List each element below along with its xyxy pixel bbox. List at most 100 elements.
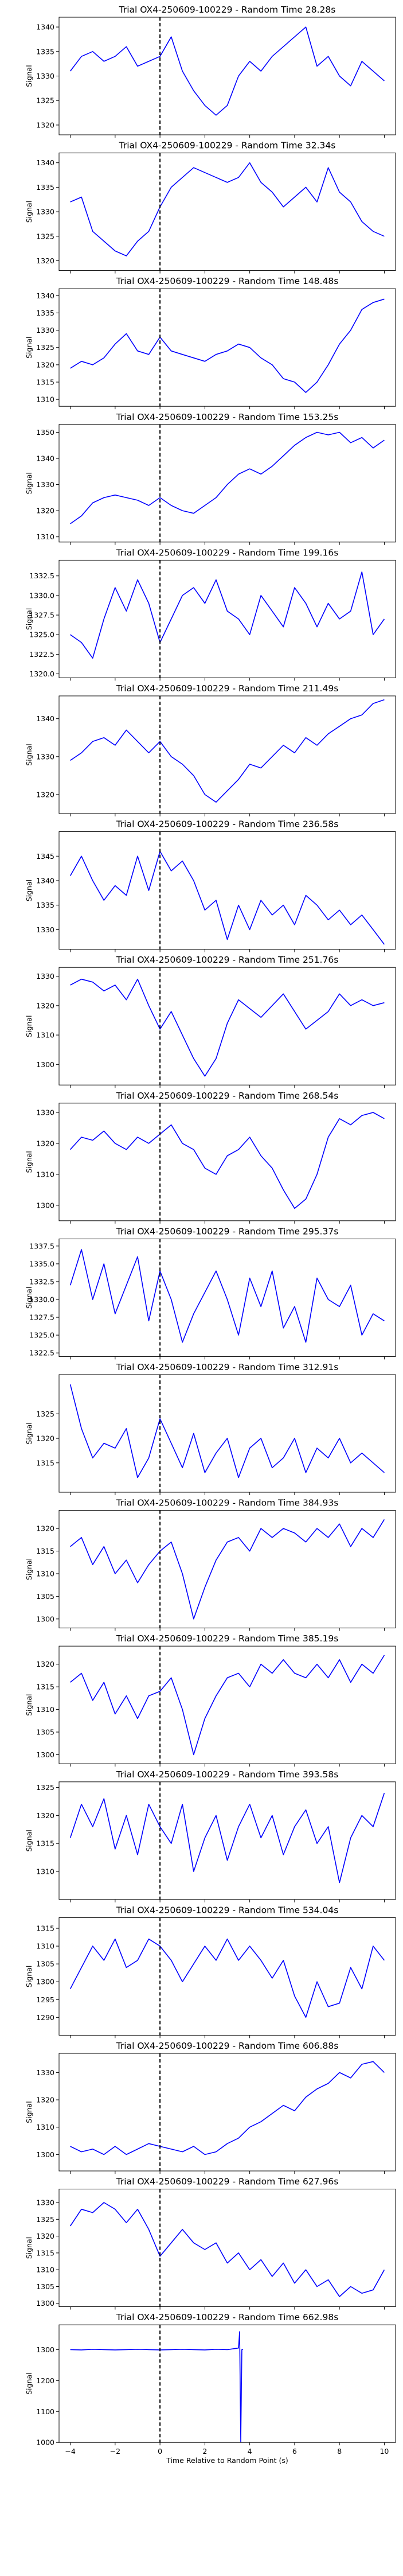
y-tick-label: 1295 (36, 1995, 54, 2004)
subplot-title: Trial OX4-250609-100229 - Random Time 38… (116, 1498, 339, 1508)
y-tick-label: 1330 (36, 326, 54, 334)
y-tick-label: 1350 (36, 428, 54, 437)
signal-line (69, 1384, 385, 1478)
signal-line (70, 1112, 385, 1209)
y-tick-label: 1310 (36, 1031, 54, 1040)
subplot-12: Trial OX4-250609-100229 - Random Time 38… (25, 1498, 396, 1631)
y-axis-label: Signal (25, 1151, 33, 1173)
y-tick-label: 1322.5 (29, 1349, 54, 1357)
y-tick-label: 1315 (36, 1458, 54, 1467)
y-tick-label: 1340 (36, 714, 54, 723)
y-tick-label: 1340 (36, 454, 54, 463)
y-tick-label: 1305 (36, 1728, 54, 1737)
y-tick-label: 1325.0 (29, 631, 54, 639)
y-tick-label: 1310 (36, 1569, 54, 1578)
subplot-17: Trial OX4-250609-100229 - Random Time 62… (25, 2177, 396, 2310)
y-tick-label: 1330 (36, 480, 54, 489)
y-tick-label: 1330 (36, 972, 54, 980)
y-axis-label: Signal (25, 1015, 33, 1037)
subplot-title: Trial OX4-250609-100229 - Random Time 28… (119, 5, 336, 15)
y-axis-label: Signal (25, 1287, 33, 1309)
x-tick-label: −4 (65, 2447, 75, 2456)
y-tick-label: 1320 (36, 256, 54, 265)
plot-frame (58, 153, 396, 271)
y-axis-label: Signal (25, 744, 33, 765)
y-tick-label: 1330.0 (29, 591, 54, 600)
y-tick-label: 1305 (36, 1960, 54, 1968)
subplot-14: Trial OX4-250609-100229 - Random Time 39… (25, 1769, 396, 1902)
y-tick-label: 1310 (36, 1942, 54, 1951)
subplot-13: Trial OX4-250609-100229 - Random Time 38… (25, 1633, 396, 1767)
y-tick-label: 1340 (36, 291, 54, 300)
y-tick-label: 1330 (36, 2198, 54, 2207)
signal-line (70, 298, 385, 393)
subplot-9: Trial OX4-250609-100229 - Random Time 26… (25, 1091, 396, 1224)
y-tick-label: 1330 (36, 208, 54, 216)
plot-frame (58, 1374, 396, 1493)
y-tick-label: 1322.5 (29, 650, 54, 659)
y-tick-label: 1332.5 (29, 1277, 54, 1286)
y-tick-label: 1335 (36, 47, 54, 56)
x-tick-label: −2 (110, 2447, 120, 2456)
y-tick-label: 1340 (36, 877, 54, 885)
signal-line (70, 1519, 385, 1620)
y-axis-label: Signal (25, 65, 33, 87)
y-tick-label: 1310 (36, 2123, 54, 2131)
subplot-title: Trial OX4-250609-100229 - Random Time 39… (116, 1769, 339, 1780)
subplot-3: Trial OX4-250609-100229 - Random Time 14… (25, 276, 396, 410)
y-tick-label: 1345 (36, 852, 54, 861)
y-tick-label: 1310 (36, 532, 54, 541)
subplot-10: Trial OX4-250609-100229 - Random Time 29… (25, 1226, 396, 1360)
subplot-8: Trial OX4-250609-100229 - Random Time 25… (25, 955, 396, 1088)
subplot-title: Trial OX4-250609-100229 - Random Time 14… (116, 276, 339, 286)
y-tick-label: 1325 (36, 232, 54, 240)
y-tick-label: 1300 (36, 1978, 54, 1986)
subplot-title: Trial OX4-250609-100229 - Random Time 23… (116, 819, 339, 830)
subplot-title: Trial OX4-250609-100229 - Random Time 62… (116, 2177, 339, 2187)
y-tick-label: 1315 (36, 1924, 54, 1933)
plot-frame (58, 424, 396, 543)
y-tick-label: 1315 (36, 1839, 54, 1848)
y-tick-label: 1325 (36, 343, 54, 352)
y-axis-label: Signal (25, 2101, 33, 2123)
signal-line (70, 978, 385, 1077)
y-tick-label: 1000 (36, 2438, 54, 2447)
y-tick-label: 1325.0 (29, 1331, 54, 1340)
y-tick-label: 1330 (36, 2068, 54, 2077)
y-tick-label: 1320 (36, 1434, 54, 1443)
y-tick-label: 1310 (36, 1170, 54, 1178)
subplot-5: Trial OX4-250609-100229 - Random Time 19… (25, 547, 396, 681)
y-tick-label: 1290 (36, 2013, 54, 2022)
subplot-title: Trial OX4-250609-100229 - Random Time 60… (116, 2041, 339, 2051)
y-tick-label: 1200 (36, 2376, 54, 2385)
subplot-4: Trial OX4-250609-100229 - Random Time 15… (25, 412, 396, 545)
y-tick-label: 1310 (36, 2266, 54, 2274)
plot-frame (58, 17, 396, 135)
signal-line (70, 162, 385, 256)
y-tick-label: 1300 (36, 2299, 54, 2307)
subplot-11: Trial OX4-250609-100229 - Random Time 31… (25, 1362, 396, 1495)
y-axis-label: Signal (25, 880, 33, 901)
y-tick-label: 1325 (36, 96, 54, 105)
x-tick-label: 8 (337, 2447, 342, 2456)
y-tick-label: 1320.0 (29, 670, 54, 678)
x-tick-label: 2 (202, 2447, 207, 2456)
y-axis-label: Signal (25, 472, 33, 494)
subplot-7: Trial OX4-250609-100229 - Random Time 23… (25, 819, 396, 952)
y-tick-label: 1305 (36, 1592, 54, 1601)
y-axis-label: Signal (25, 1422, 33, 1444)
y-tick-label: 1310 (36, 395, 54, 404)
y-tick-label: 1335 (36, 309, 54, 317)
y-tick-label: 1330 (36, 925, 54, 934)
subplot-title: Trial OX4-250609-100229 - Random Time 29… (116, 1226, 339, 1236)
plot-frame (58, 1238, 396, 1357)
signal-line (69, 1793, 385, 1884)
plot-frame (58, 2324, 396, 2443)
y-tick-label: 1300 (36, 1750, 54, 1759)
signal-line (69, 851, 385, 945)
y-tick-label: 1320 (36, 790, 54, 799)
x-tick-label: 6 (292, 2447, 297, 2456)
y-tick-label: 1300 (36, 1614, 54, 1623)
y-tick-label: 1315 (36, 1683, 54, 1691)
